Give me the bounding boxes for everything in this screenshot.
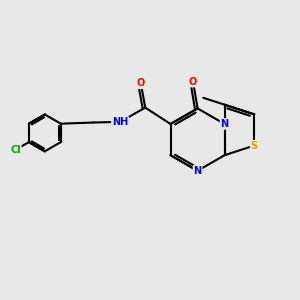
Text: N: N <box>220 119 229 129</box>
Text: O: O <box>137 78 145 88</box>
Text: S: S <box>251 141 258 151</box>
Text: Cl: Cl <box>10 145 21 155</box>
Text: NH: NH <box>112 117 128 127</box>
Text: N: N <box>194 166 202 176</box>
Text: O: O <box>189 76 197 87</box>
